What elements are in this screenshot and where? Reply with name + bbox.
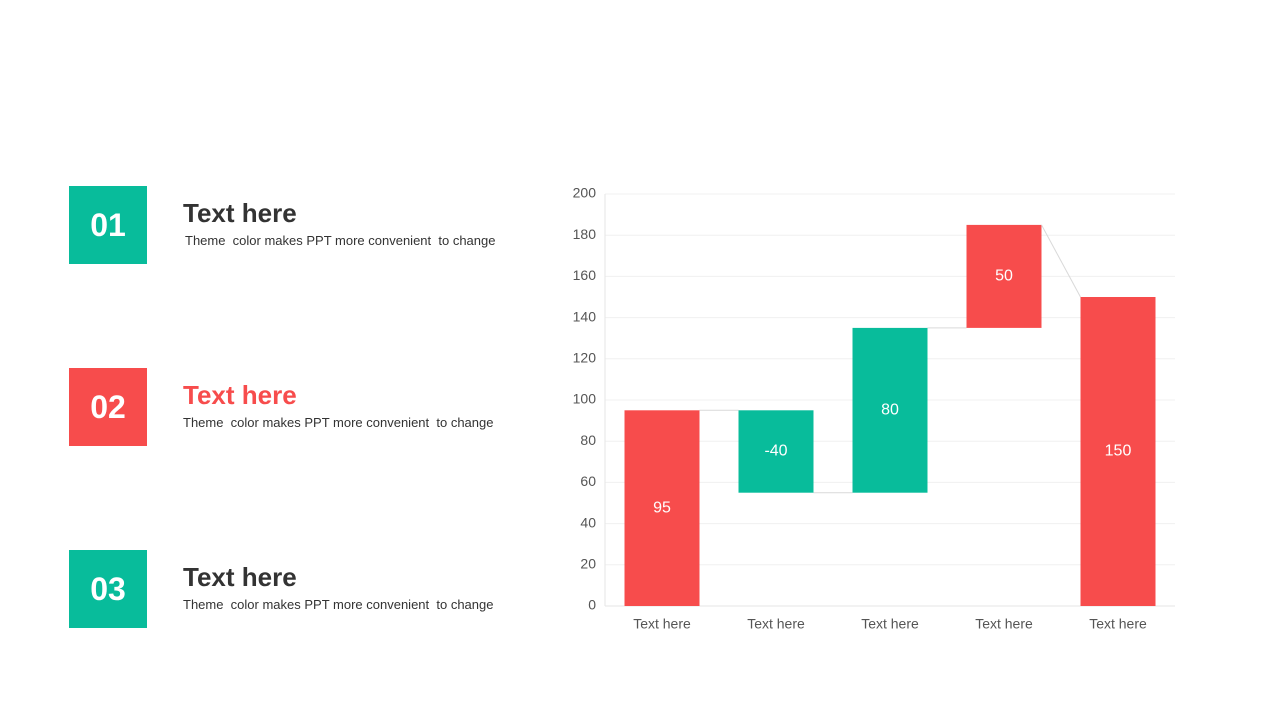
item-text: Theme color makes PPT more convenient to… <box>183 597 494 612</box>
data-label: -40 <box>764 443 787 460</box>
y-tick-label: 40 <box>580 514 596 530</box>
data-label: 50 <box>995 268 1013 285</box>
bar <box>624 410 700 606</box>
y-tick-label: 180 <box>573 226 597 242</box>
y-tick-label: 20 <box>580 556 596 572</box>
item-title: Text here <box>183 380 297 410</box>
bar <box>966 224 1042 328</box>
x-tick-label: Text here <box>633 616 691 632</box>
badge: 02 <box>69 368 147 446</box>
x-tick-label: Text here <box>861 616 919 632</box>
item-title: Text here <box>183 562 297 592</box>
item-text: Theme color makes PPT more convenient to… <box>183 415 494 430</box>
y-tick-label: 100 <box>573 391 597 407</box>
connector <box>1041 224 1081 298</box>
x-tick-label: Text here <box>1089 616 1147 632</box>
y-tick-label: 200 <box>573 185 597 201</box>
bar <box>1080 297 1156 606</box>
badge: 03 <box>69 550 147 628</box>
data-label: 150 <box>1105 443 1132 460</box>
item-title: Text here <box>183 198 297 228</box>
item: 01 Text here Theme color makes PPT more … <box>69 186 529 264</box>
x-tick-label: Text here <box>747 616 805 632</box>
y-tick-label: 140 <box>573 308 597 324</box>
badge: 01 <box>69 186 147 264</box>
item: 02 Text here Theme color makes PPT more … <box>69 368 529 446</box>
y-tick-label: 160 <box>573 267 597 283</box>
y-tick-label: 80 <box>580 432 596 448</box>
item-text: Theme color makes PPT more convenient to… <box>185 233 496 248</box>
y-tick-label: 120 <box>573 350 597 366</box>
x-tick-label: Text here <box>975 616 1033 632</box>
data-label: 95 <box>653 499 671 516</box>
bar <box>738 410 814 493</box>
y-tick-label: 0 <box>588 597 596 613</box>
y-tick-label: 60 <box>580 473 596 489</box>
bar <box>852 327 928 493</box>
data-label: 80 <box>881 402 899 419</box>
item: 03 Text here Theme color makes PPT more … <box>69 550 529 628</box>
